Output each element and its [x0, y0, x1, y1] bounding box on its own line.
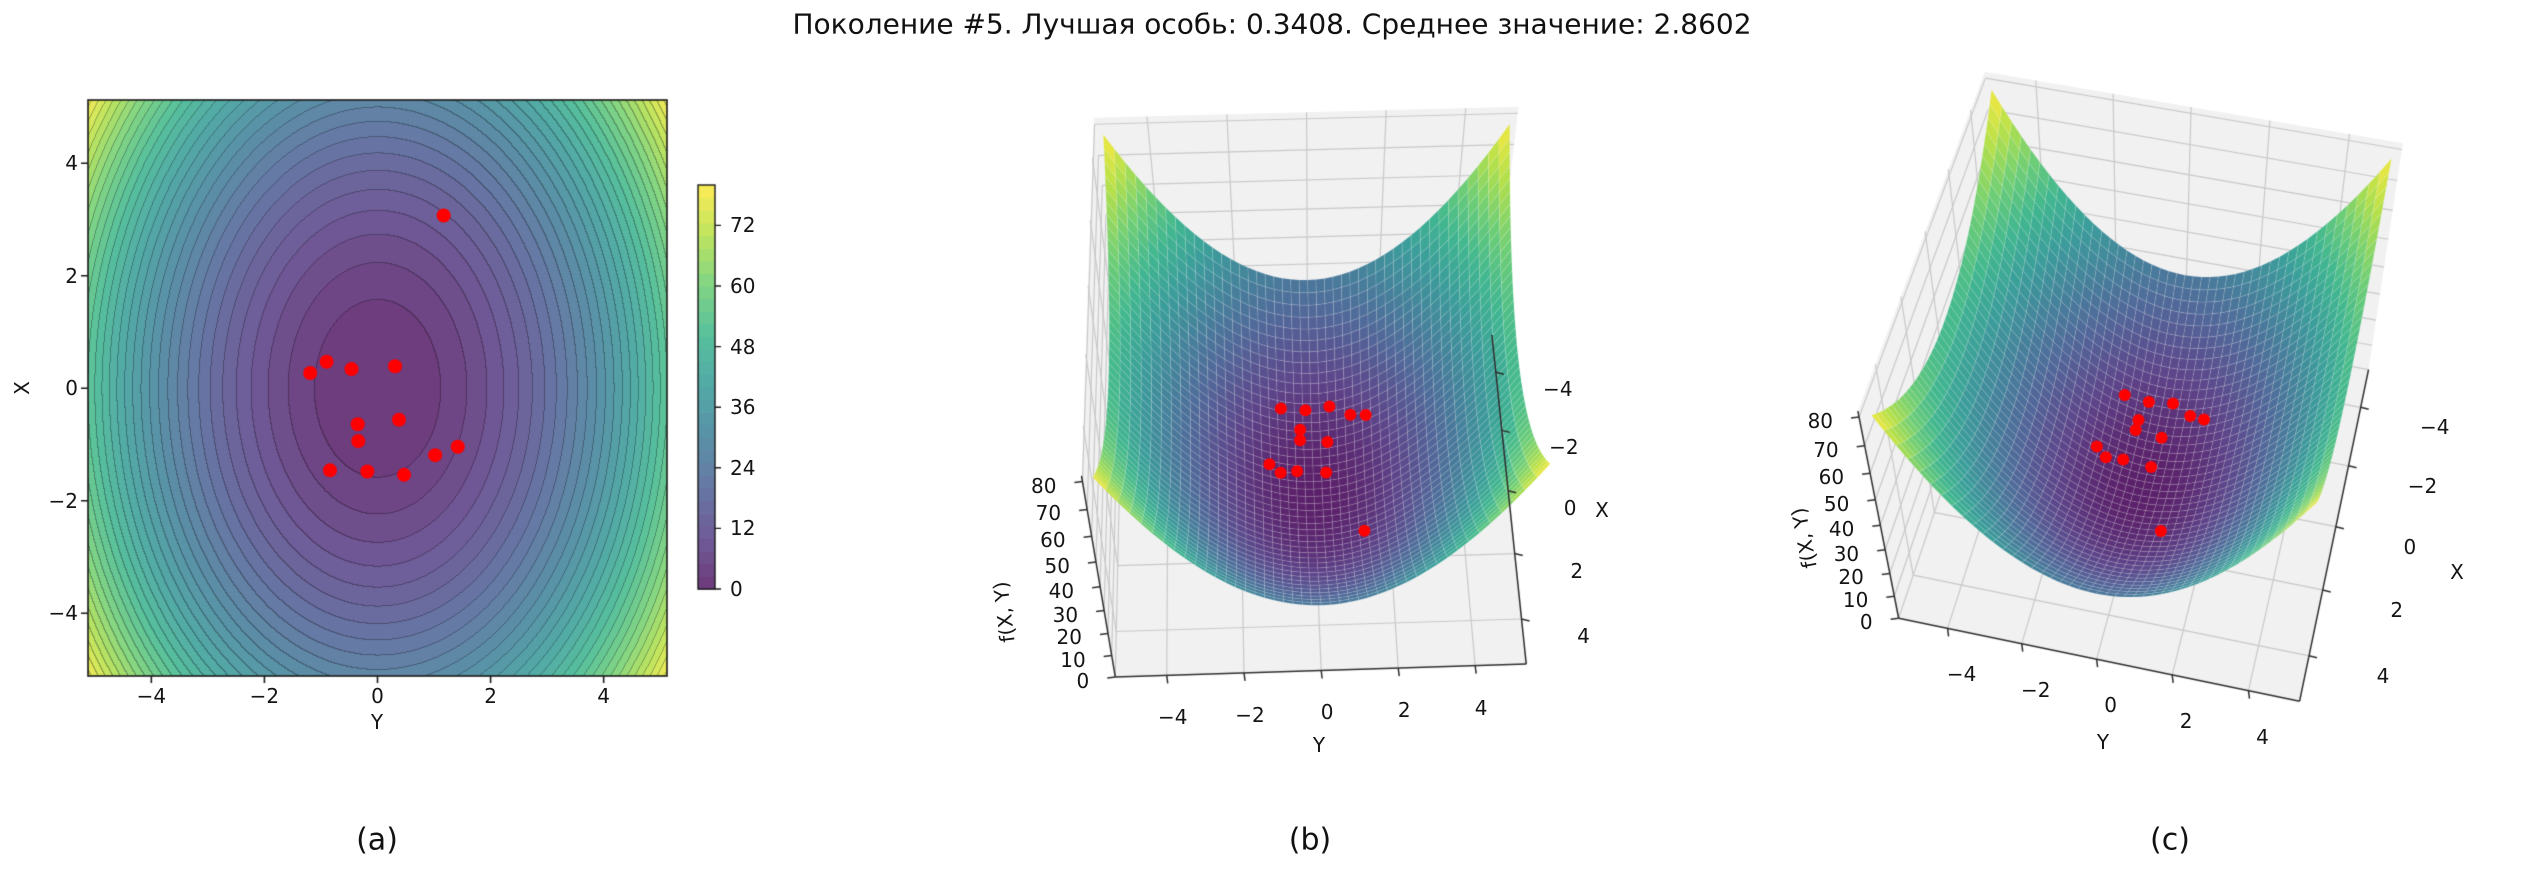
colorbar-tick-label: 12 — [730, 516, 756, 541]
c-y-tick-label: 0 — [2104, 693, 2117, 718]
b-z-tick-label: 30 — [1052, 602, 1079, 627]
b-y-tick-label: 4 — [1474, 695, 1488, 720]
a-y-tick-label: 4 — [65, 151, 78, 176]
b-z-tick-label: 20 — [1056, 625, 1082, 650]
c-x-tick-label: 2 — [2390, 597, 2404, 622]
caption-c: (c) — [2150, 822, 2190, 858]
b-z-tick-label: 40 — [1048, 578, 1075, 603]
b-z-tick-label: 60 — [1040, 528, 1066, 553]
b-x-tick-label: −2 — [1549, 435, 1579, 460]
a-y-tick-label: −2 — [48, 488, 78, 513]
c-z-tick-label: 30 — [1833, 541, 1860, 566]
c-y-tick-label: 2 — [2179, 708, 2193, 733]
c-x-tick-label: −4 — [2419, 415, 2450, 440]
b-z-tick-label: 70 — [1035, 501, 1062, 526]
b-z-tick-label: 0 — [1076, 668, 1090, 693]
colorbar-tick-label: 24 — [730, 455, 756, 480]
b-y-tick-label: 0 — [1320, 700, 1334, 725]
b-y-tick-label: −4 — [1157, 705, 1188, 730]
caption-b: (b) — [1288, 822, 1332, 858]
a-y-tick-label: 0 — [65, 376, 78, 401]
c-y-axis-label: Y — [2096, 730, 2110, 754]
c-z-tick-label: 40 — [1828, 517, 1855, 542]
c-z-tick-label: 70 — [1813, 437, 1839, 462]
colorbar-tick-label: 72 — [730, 213, 756, 238]
a-x-tick-label: 4 — [597, 684, 611, 708]
colorbar-tick-label: 36 — [730, 395, 756, 420]
a-y-tick-label: −4 — [48, 601, 78, 626]
b-z-tick-label: 50 — [1044, 553, 1070, 578]
c-z-tick-label: 20 — [1838, 565, 1864, 590]
colorbar-tick-label: 60 — [730, 274, 756, 298]
caption-a: (a) — [356, 822, 398, 858]
b-y-tick-label: −2 — [1235, 702, 1265, 727]
a-y-axis-label: X — [10, 381, 34, 395]
c-y-tick-label: −4 — [1946, 662, 1977, 687]
a-x-tick-label: 2 — [484, 684, 497, 708]
b-x-axis-label: X — [1595, 498, 1609, 522]
a-x-tick-label: −2 — [249, 684, 280, 708]
b-z-tick-label: 80 — [1030, 473, 1057, 498]
c-z-tick-label: 10 — [1842, 588, 1869, 613]
c-z-tick-label: 80 — [1807, 409, 1834, 434]
a-x-axis-label: Y — [370, 710, 384, 734]
colorbar-tick-label: 0 — [730, 577, 743, 601]
b-x-tick-label: −4 — [1543, 377, 1573, 402]
b-y-axis-label: Y — [1312, 733, 1326, 757]
b-x-tick-label: 2 — [1570, 558, 1584, 583]
c-y-tick-label: −2 — [2020, 677, 2051, 702]
c-x-axis-label: X — [2450, 560, 2464, 584]
b-y-tick-label: 2 — [1397, 698, 1411, 723]
a-x-tick-label: −4 — [136, 684, 167, 708]
figure-title: Поколение #5. Лучшая особь: 0.3408. Сред… — [792, 7, 1752, 41]
a-x-tick-label: 0 — [371, 684, 384, 708]
c-z-tick-label: 50 — [1823, 491, 1850, 516]
c-x-tick-label: −2 — [2407, 473, 2438, 498]
c-x-tick-label: 0 — [2403, 534, 2417, 559]
b-x-tick-label: 0 — [1563, 495, 1577, 520]
b-z-tick-label: 10 — [1060, 647, 1086, 672]
c-z-tick-label: 0 — [1859, 610, 1873, 635]
colorbar-tick-label: 48 — [730, 334, 756, 359]
c-x-tick-label: 4 — [2376, 663, 2390, 688]
c-y-tick-label: 4 — [2256, 724, 2269, 749]
a-y-tick-label: 2 — [65, 263, 78, 288]
b-x-tick-label: 4 — [1577, 624, 1590, 649]
c-z-tick-label: 60 — [1818, 465, 1845, 490]
